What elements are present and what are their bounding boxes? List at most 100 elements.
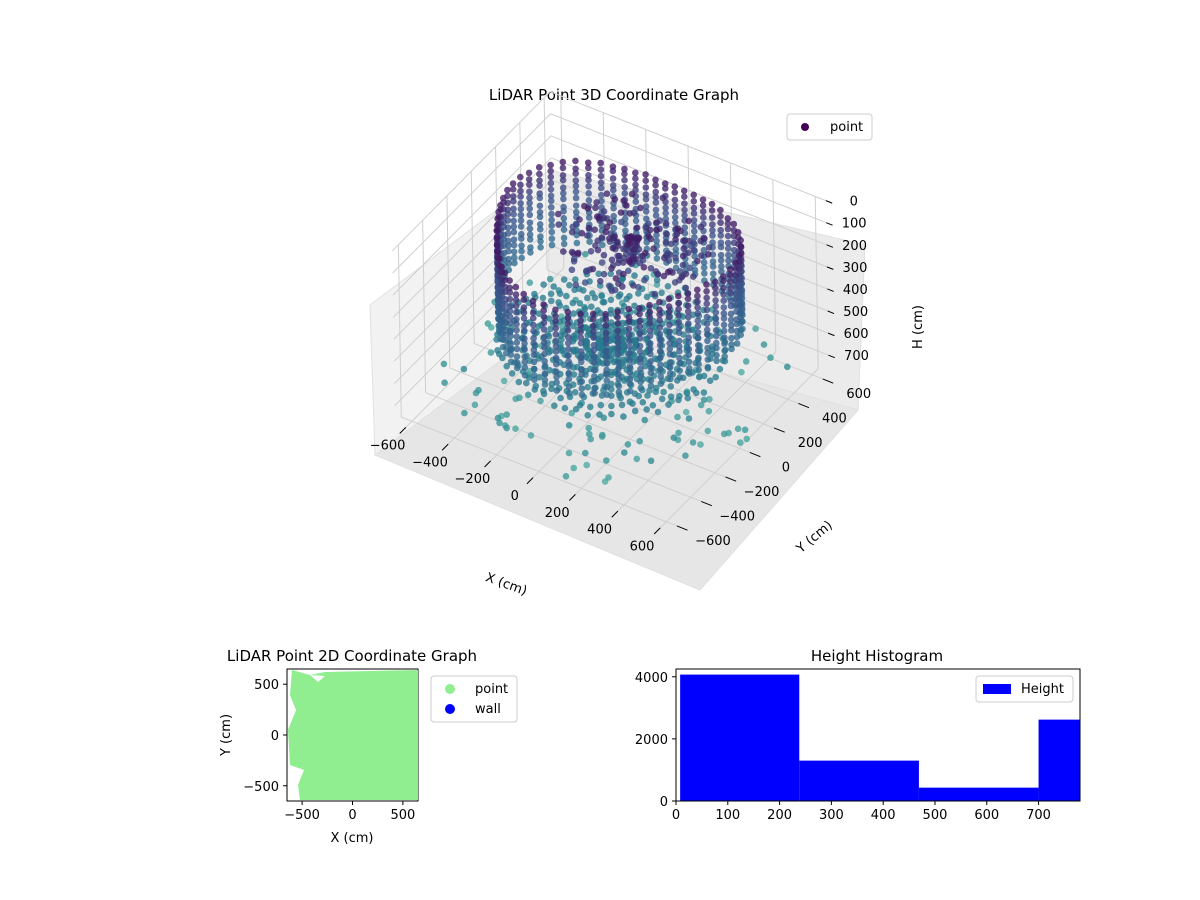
histogram-legend-box (975, 675, 1074, 703)
data-point-3d (611, 196, 619, 203)
data-point-3d (636, 310, 643, 318)
data-point-3d (515, 378, 523, 386)
data-point-3d (704, 331, 711, 338)
data-point-3d (577, 328, 585, 336)
data-point-3d (603, 383, 611, 391)
data-point-3d (625, 325, 633, 333)
data-point-3d (717, 212, 724, 220)
data-point-3d (713, 357, 720, 365)
data-point-3d (614, 313, 621, 321)
data-point-3d (689, 439, 697, 446)
data-point-3d (573, 208, 580, 216)
data-point-3d (547, 179, 555, 187)
data-point-3d (572, 194, 580, 202)
data-point-3d (712, 290, 719, 297)
data-point-3d (521, 340, 528, 347)
data-point-3d (709, 227, 716, 234)
data-point-3d (694, 298, 701, 306)
data-point-3d (720, 327, 728, 335)
data-point-3d (652, 199, 660, 206)
data-point-3d (598, 392, 606, 399)
data-point-3d (666, 251, 674, 258)
data-point-3d (541, 344, 548, 351)
data-point-3d (656, 347, 664, 355)
data-point-3d (615, 365, 622, 372)
data-point-3d (602, 329, 610, 337)
data-point-3d (682, 408, 690, 416)
data-point-3d (608, 410, 615, 418)
data-point-3d (712, 302, 719, 310)
data-point-3d (667, 393, 675, 401)
data-point-3d (685, 338, 692, 346)
data-point-3d (586, 238, 593, 245)
data-point-3d (733, 333, 741, 341)
data-point-3d (572, 170, 579, 177)
plot-2d-point-area (288, 670, 418, 800)
data-point-3d (499, 354, 506, 362)
data-point-3d (556, 290, 564, 298)
data-point-3d (647, 364, 654, 371)
data-point-3d (621, 170, 628, 178)
grid-line (543, 97, 548, 271)
data-point-3d (665, 313, 673, 321)
grid-line (393, 179, 553, 340)
data-point-3d (652, 388, 660, 396)
data-point-3d (531, 376, 538, 384)
data-point-3d (547, 192, 555, 200)
x-tick (526, 477, 534, 485)
histogram-axes-frame (675, 668, 1081, 802)
data-point-3d (698, 252, 705, 259)
data-point-3d (695, 354, 702, 362)
data-point-3d (705, 407, 713, 415)
data-point-3d (527, 432, 535, 439)
data-point-3d (675, 429, 682, 437)
data-point-3d (675, 299, 682, 307)
data-point-3d (676, 360, 683, 367)
data-point-3d (699, 208, 707, 215)
data-point-3d (662, 220, 670, 227)
data-point-3d (614, 308, 621, 316)
data-point-3d (597, 401, 605, 409)
x-tick-label: −600 (370, 439, 406, 454)
data-point-3d (636, 335, 644, 342)
data-point-3d (742, 358, 750, 365)
data-point-3d (657, 366, 664, 373)
data-point-3d (690, 191, 697, 199)
data-point-3d (709, 232, 716, 239)
histogram-bar (918, 787, 1039, 801)
data-point-3d (590, 347, 598, 354)
data-point-3d (629, 400, 636, 407)
grid-line (394, 223, 553, 384)
data-point-3d (487, 349, 495, 356)
data-point-3d (501, 269, 509, 277)
data-point-3d (712, 278, 719, 286)
x-tick-label: 600 (974, 808, 999, 823)
data-point-3d (523, 379, 530, 387)
data-point-3d (594, 246, 602, 254)
data-point-3d (585, 164, 592, 172)
data-point-3d (697, 441, 704, 448)
data-point-3d (564, 320, 572, 328)
data-point-3d (671, 214, 679, 221)
data-point-3d (700, 246, 708, 254)
data-point-3d (625, 257, 633, 264)
data-point-3d (626, 356, 633, 364)
y-tick (749, 452, 761, 458)
data-point-3d (591, 294, 599, 302)
data-point-3d (611, 286, 619, 294)
data-point-3d (570, 258, 578, 265)
data-point-3d (635, 290, 642, 297)
data-point-3d (636, 259, 644, 267)
plot-2d: LiDAR Point 2D Coordinate Graph −500 0 500… (219, 647, 518, 846)
data-point-3d (661, 180, 669, 187)
data-point-3d (695, 366, 702, 374)
data-point-3d (665, 401, 672, 409)
data-point-3d (720, 277, 727, 285)
data-point-3d (548, 210, 555, 218)
data-point-3d (649, 402, 657, 409)
data-point-3d (622, 227, 629, 234)
data-point-3d (530, 346, 538, 354)
data-point-3d (643, 293, 651, 301)
data-point-3d (521, 353, 528, 361)
data-point-3d (600, 214, 608, 222)
